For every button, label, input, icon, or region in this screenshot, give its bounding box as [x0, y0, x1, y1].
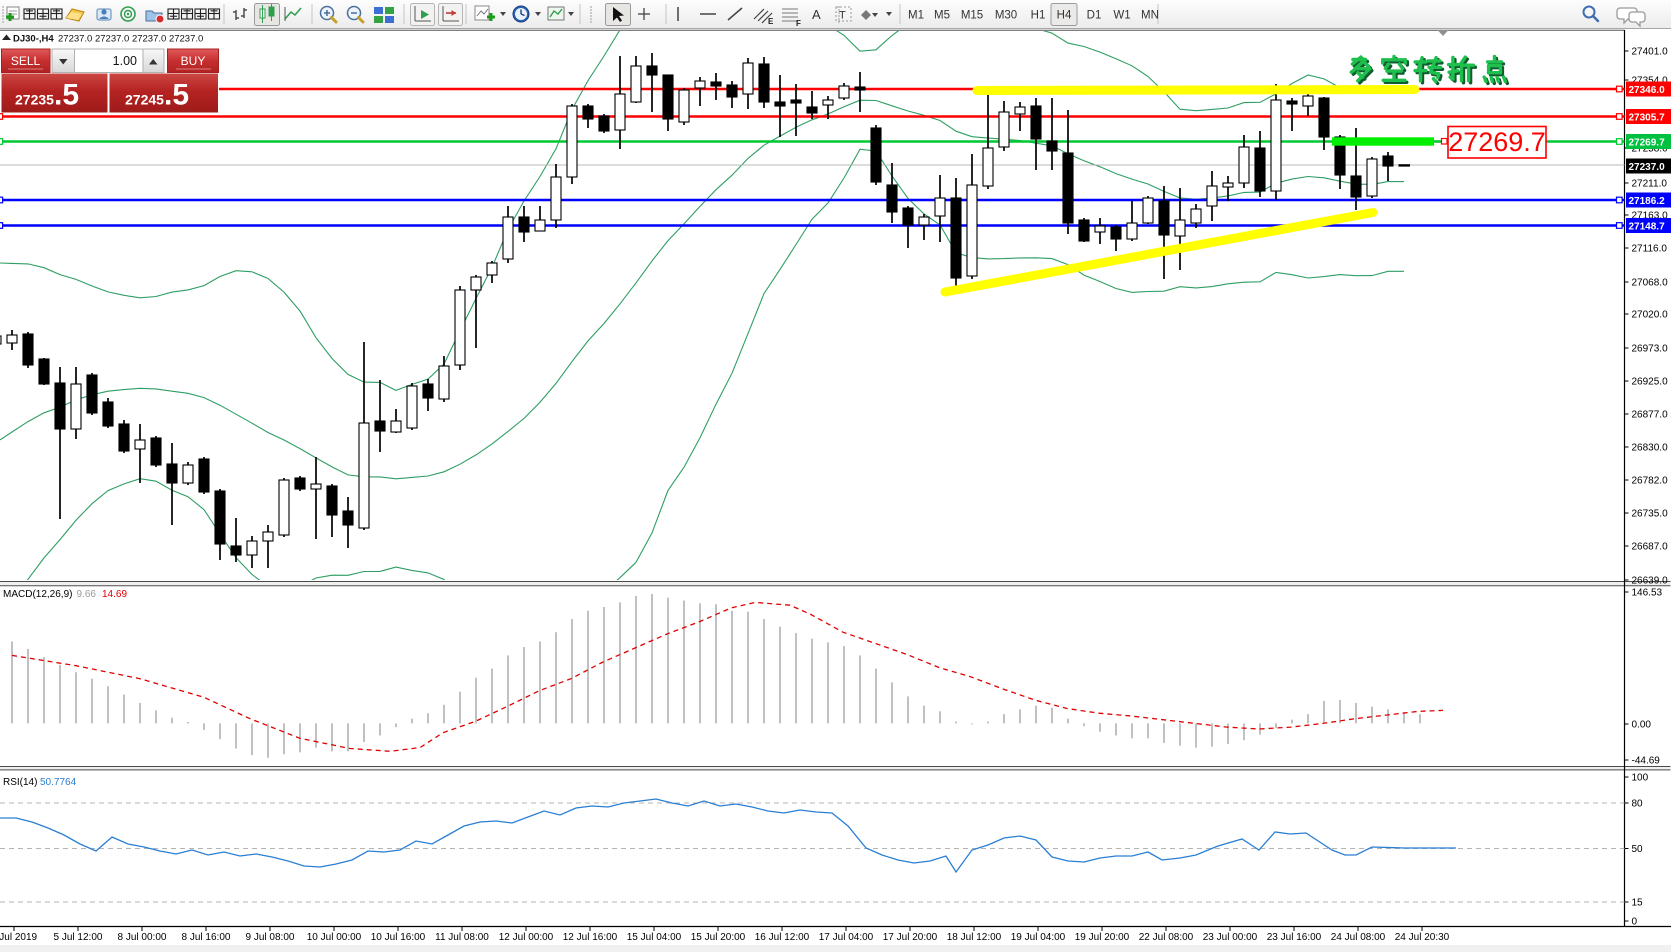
svg-text:.5: .5: [164, 79, 189, 112]
svg-text:27346.0: 27346.0: [1629, 85, 1666, 96]
svg-text:16 Jul 12:00: 16 Jul 12:00: [755, 932, 810, 943]
svg-text:5 Jul 12:00: 5 Jul 12:00: [54, 932, 103, 943]
svg-text:1.00: 1.00: [113, 54, 137, 68]
svg-text:D1: D1: [1087, 10, 1102, 22]
svg-text:27237.0: 27237.0: [1629, 162, 1666, 173]
svg-text:50.7764: 50.7764: [40, 777, 77, 788]
svg-text:18 Jul 12:00: 18 Jul 12:00: [947, 932, 1002, 943]
svg-text:-44.69: -44.69: [1632, 756, 1661, 767]
svg-text:23 Jul 00:00: 23 Jul 00:00: [1203, 932, 1258, 943]
svg-text:27354.0: 27354.0: [1632, 76, 1669, 87]
svg-text:26735.0: 26735.0: [1632, 509, 1669, 520]
svg-text:15 Jul 04:00: 15 Jul 04:00: [627, 932, 682, 943]
svg-text:26877.0: 26877.0: [1632, 410, 1669, 421]
svg-text:9 Jul 08:00: 9 Jul 08:00: [246, 932, 295, 943]
svg-text:24 Jul 08:00: 24 Jul 08:00: [1331, 932, 1386, 943]
svg-text:W1: W1: [1113, 10, 1130, 22]
svg-text:T: T: [839, 10, 846, 22]
svg-text:22 Jul 08:00: 22 Jul 08:00: [1139, 932, 1194, 943]
svg-text:SELL: SELL: [11, 54, 41, 68]
svg-text:26830.0: 26830.0: [1632, 443, 1669, 454]
svg-text:27148.7: 27148.7: [1629, 221, 1666, 232]
svg-text:10 Jul 00:00: 10 Jul 00:00: [307, 932, 362, 943]
svg-text:.5: .5: [54, 79, 79, 112]
svg-text:27305.7: 27305.7: [1629, 112, 1666, 123]
svg-text:M5: M5: [934, 10, 950, 22]
svg-text:M30: M30: [995, 10, 1017, 22]
svg-text:12 Jul 16:00: 12 Jul 16:00: [563, 932, 618, 943]
svg-text:27269.7: 27269.7: [1629, 137, 1666, 148]
svg-text:8 Jul 00:00: 8 Jul 00:00: [118, 932, 167, 943]
svg-text:27269.7: 27269.7: [1448, 127, 1546, 157]
svg-text:DJ30-,H4: DJ30-,H4: [13, 34, 54, 45]
svg-text:17 Jul 04:00: 17 Jul 04:00: [819, 932, 874, 943]
svg-text:10 Jul 16:00: 10 Jul 16:00: [371, 932, 426, 943]
svg-text:4 Jul 2019: 4 Jul 2019: [0, 932, 38, 943]
svg-text:0.00: 0.00: [1632, 720, 1652, 731]
svg-text:27245: 27245: [125, 92, 164, 108]
svg-text:26925.0: 26925.0: [1632, 377, 1669, 388]
svg-text:100: 100: [1632, 773, 1649, 784]
svg-text:27235: 27235: [15, 92, 54, 108]
svg-text:MACD(12,26,9): MACD(12,26,9): [3, 589, 72, 600]
svg-text:19 Jul 04:00: 19 Jul 04:00: [1011, 932, 1066, 943]
svg-text:BUY: BUY: [181, 54, 206, 68]
svg-text:27020.0: 27020.0: [1632, 310, 1669, 321]
svg-text:27211.0: 27211.0: [1632, 179, 1668, 190]
svg-text:146.53: 146.53: [1632, 588, 1663, 599]
svg-text:23 Jul 16:00: 23 Jul 16:00: [1267, 932, 1322, 943]
svg-text:27237.0 27237.0 27237.0 27237.: 27237.0 27237.0 27237.0 27237.0: [58, 34, 203, 45]
svg-text:26639.0: 26639.0: [1632, 576, 1669, 587]
svg-text:19 Jul 20:00: 19 Jul 20:00: [1075, 932, 1130, 943]
svg-text:H1: H1: [1031, 10, 1046, 22]
svg-text:0: 0: [1632, 917, 1638, 928]
svg-text:15: 15: [1632, 898, 1644, 909]
svg-text:A: A: [812, 7, 821, 22]
svg-text:14.69: 14.69: [102, 589, 127, 600]
svg-text:27068.0: 27068.0: [1632, 278, 1669, 289]
svg-text:11 Jul 08:00: 11 Jul 08:00: [435, 932, 489, 943]
svg-text:H4: H4: [1057, 10, 1072, 22]
svg-text:50: 50: [1632, 844, 1644, 855]
svg-text:12 Jul 00:00: 12 Jul 00:00: [499, 932, 554, 943]
svg-text:26687.0: 26687.0: [1632, 542, 1669, 553]
svg-text:27116.0: 27116.0: [1632, 244, 1668, 255]
svg-text:M1: M1: [908, 10, 924, 22]
svg-text:26973.0: 26973.0: [1632, 344, 1669, 355]
svg-text:15 Jul 20:00: 15 Jul 20:00: [691, 932, 746, 943]
svg-text:F: F: [796, 19, 801, 28]
svg-text:27401.0: 27401.0: [1632, 47, 1669, 58]
svg-text:RSI(14): RSI(14): [3, 777, 37, 788]
svg-text:80: 80: [1632, 799, 1644, 810]
svg-text:26782.0: 26782.0: [1632, 476, 1669, 487]
svg-text:27186.2: 27186.2: [1629, 196, 1666, 207]
svg-text:9.66: 9.66: [77, 589, 97, 600]
svg-text:MN: MN: [1141, 10, 1159, 22]
svg-text:24 Jul 20:30: 24 Jul 20:30: [1395, 932, 1450, 943]
svg-text:27163.0: 27163.0: [1632, 211, 1669, 222]
svg-text:M15: M15: [961, 10, 983, 22]
svg-text:8 Jul 16:00: 8 Jul 16:00: [182, 932, 231, 943]
svg-text:17 Jul 20:00: 17 Jul 20:00: [883, 932, 938, 943]
svg-text:E: E: [768, 17, 774, 26]
